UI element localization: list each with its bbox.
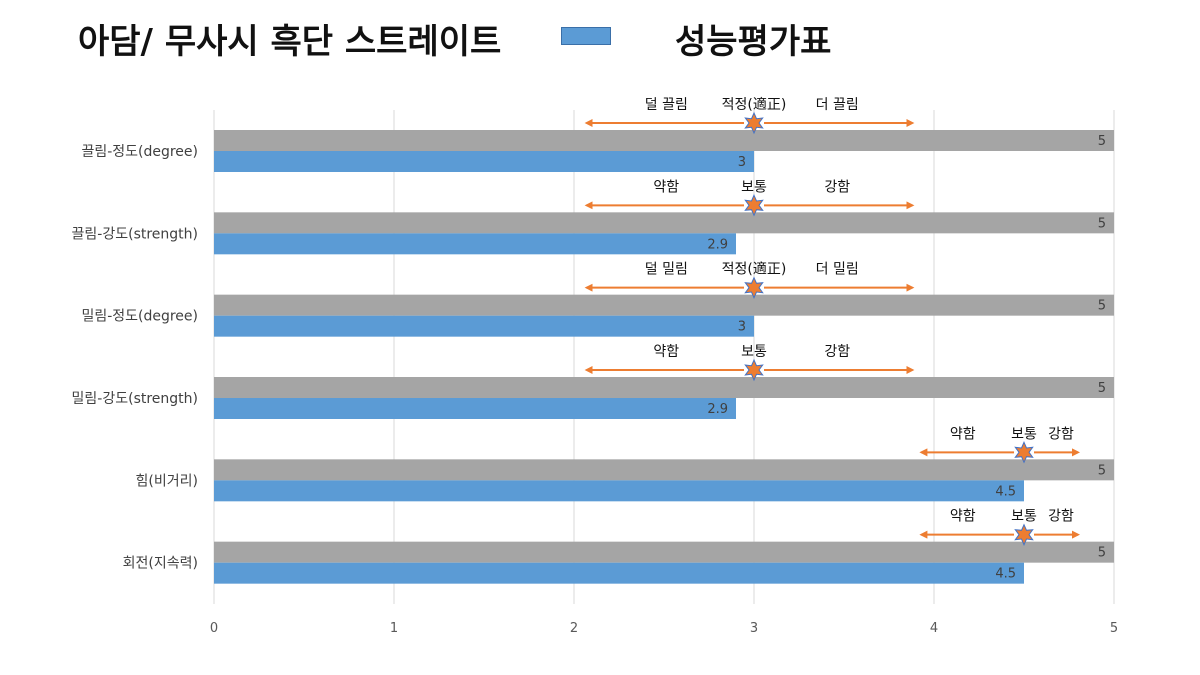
legend-label: 성능평가표 bbox=[675, 22, 832, 62]
score-bar bbox=[214, 480, 1024, 502]
category-label: 끌림-정도(degree) bbox=[81, 144, 198, 160]
page-title: 아담/ 무사시 흑단 스트레이트 bbox=[78, 22, 502, 62]
score-bar-label: 2.9 bbox=[707, 237, 728, 252]
annotation-right-label: 더 밀림 bbox=[816, 262, 859, 278]
star-marker-icon bbox=[744, 111, 764, 135]
x-tick-label: 2 bbox=[570, 621, 578, 636]
annotation-right-label: 강함 bbox=[1048, 509, 1074, 525]
annotation-left-label: 약함 bbox=[950, 509, 976, 525]
x-tick-label: 3 bbox=[750, 621, 758, 636]
max-bar-label: 5 bbox=[1098, 216, 1106, 231]
x-tick-label: 0 bbox=[210, 621, 218, 636]
max-bar bbox=[214, 130, 1114, 151]
max-bar bbox=[214, 294, 1114, 316]
annotation-right-label: 강함 bbox=[824, 344, 850, 360]
category-label: 힘(비거리) bbox=[136, 473, 198, 489]
annotation-right-label: 더 끌림 bbox=[816, 97, 859, 113]
score-bar bbox=[214, 151, 754, 172]
star-marker-icon bbox=[1014, 441, 1034, 464]
star-marker-icon bbox=[744, 358, 764, 382]
bars: 5 3 5 2.9 5 3 5 2.9 5 4.5 5 4.5 bbox=[214, 130, 1114, 584]
score-bar bbox=[214, 233, 736, 255]
x-tick-label: 4 bbox=[930, 621, 938, 636]
max-bar bbox=[214, 541, 1114, 563]
score-bar-label: 4.5 bbox=[995, 484, 1016, 499]
category-label: 끌림-강도(strength) bbox=[72, 226, 198, 242]
max-bar bbox=[214, 212, 1114, 234]
annotation-mid-label: 보통 bbox=[1011, 426, 1037, 442]
score-bar-label: 2.9 bbox=[707, 402, 728, 417]
annotation-mid-label: 적정(適正) bbox=[722, 96, 787, 113]
category-label: 밀림-강도(strength) bbox=[72, 391, 198, 407]
star-marker-icon bbox=[744, 276, 764, 299]
max-bar-label: 5 bbox=[1098, 546, 1106, 561]
annotation-right-label: 강함 bbox=[824, 179, 850, 195]
score-bar bbox=[214, 315, 754, 337]
star-marker-icon bbox=[744, 194, 764, 217]
legend-swatch bbox=[561, 27, 611, 45]
max-bar-label: 5 bbox=[1098, 299, 1106, 314]
annotation-left-label: 약함 bbox=[950, 426, 976, 442]
score-bar bbox=[214, 562, 1024, 584]
grid-lines bbox=[213, 110, 1115, 604]
x-tick-label: 5 bbox=[1110, 621, 1118, 636]
category-label: 밀림-정도(degree) bbox=[81, 309, 198, 325]
annotation-left-label: 덜 끌림 bbox=[645, 97, 688, 113]
score-bar bbox=[214, 398, 736, 419]
annotation-mid-label: 보통 bbox=[741, 179, 767, 195]
max-bar bbox=[214, 377, 1114, 398]
annotation-left-label: 덜 밀림 bbox=[645, 262, 688, 278]
x-tick-label: 1 bbox=[390, 621, 398, 636]
score-bar-label: 3 bbox=[738, 155, 746, 170]
axes: 0 1 2 3 4 5 끌림-정도(degree) 끌림-강도(strength) 밀림-정도(… bbox=[72, 144, 1119, 636]
annotation-right-label: 강함 bbox=[1048, 426, 1074, 442]
score-bar-label: 4.5 bbox=[995, 567, 1016, 582]
category-label: 회전(지속력) bbox=[123, 556, 198, 572]
header: 아담/ 무사시 흑단 스트레이트 성능평가표 bbox=[0, 0, 1200, 80]
star-marker-icon bbox=[1014, 523, 1034, 546]
annotation-mid-label: 보통 bbox=[1011, 509, 1037, 525]
max-bar-label: 5 bbox=[1098, 134, 1106, 149]
max-bar-label: 5 bbox=[1098, 381, 1106, 396]
max-bar-label: 5 bbox=[1098, 463, 1106, 478]
annotation-mid-label: 적정(適正) bbox=[722, 261, 787, 278]
annotation-mid-label: 보통 bbox=[741, 344, 767, 360]
annotation-left-label: 약함 bbox=[653, 344, 679, 360]
max-bar bbox=[214, 459, 1114, 481]
annotation-left-label: 약함 bbox=[653, 179, 679, 195]
score-bar-label: 3 bbox=[738, 320, 746, 335]
